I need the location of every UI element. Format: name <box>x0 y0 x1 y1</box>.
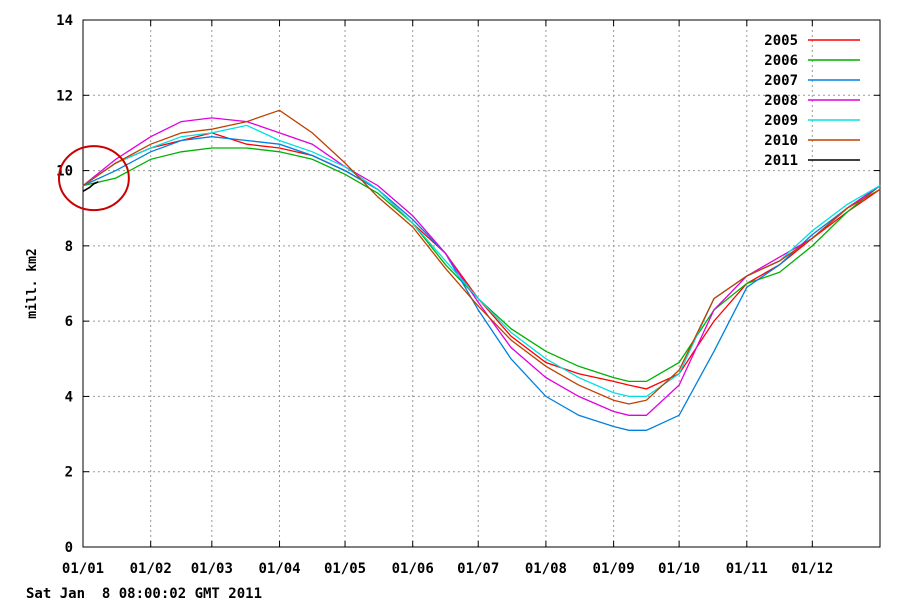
series-line-2006 <box>82 147 881 383</box>
legend-label: 2008 <box>764 93 798 109</box>
x-tick-label: 01/02 <box>130 561 172 577</box>
legend-label: 2005 <box>764 33 798 49</box>
legend-label: 2007 <box>764 73 798 89</box>
annotation-circle <box>57 145 130 212</box>
x-tick-label: 01/04 <box>258 561 300 577</box>
y-tick-label: 12 <box>56 88 73 104</box>
x-tick-label: 01/01 <box>62 561 104 577</box>
x-tick-label: 01/06 <box>392 561 434 577</box>
legend-label: 2011 <box>764 153 798 169</box>
y-tick-label: 6 <box>65 314 73 330</box>
x-tick-label: 01/11 <box>726 561 768 577</box>
y-tick-label: 4 <box>65 389 73 405</box>
series-line-2010 <box>82 109 881 405</box>
timestamp: Sat Jan 8 08:00:02 GMT 2011 <box>26 586 263 602</box>
x-tick-label: 01/05 <box>324 561 366 577</box>
x-axis-ticks: 01/01 01/02 01/03 01/04 01/05 01/06 01/07 01/08… <box>62 20 833 577</box>
grid <box>83 20 880 547</box>
x-tick-label: 01/12 <box>791 561 833 577</box>
y-tick-label: 8 <box>65 239 73 255</box>
series-line-2005 <box>82 132 881 390</box>
x-tick-label: 01/03 <box>191 561 233 577</box>
series-line-2011 <box>82 181 99 192</box>
series-line-2007 <box>82 136 881 431</box>
series-line-2009 <box>82 124 881 398</box>
y-axis-label: mill. km2 <box>25 248 40 318</box>
legend-label: 2010 <box>764 133 798 149</box>
x-tick-label: 01/08 <box>525 561 567 577</box>
x-tick-label: 01/09 <box>593 561 635 577</box>
x-tick-label: 01/07 <box>457 561 499 577</box>
series-lines <box>82 109 881 431</box>
y-tick-label: 0 <box>65 540 73 556</box>
y-tick-label: 14 <box>56 13 73 29</box>
legend-label: 2006 <box>764 53 798 69</box>
x-tick-label: 01/10 <box>658 561 700 577</box>
y-tick-label: 2 <box>65 465 73 481</box>
plot-frame <box>82 19 881 548</box>
legend: 2005 2006 2007 2008 2009 2010 2011 <box>764 33 860 169</box>
series-line-2008 <box>82 117 881 416</box>
legend-label: 2009 <box>764 113 798 129</box>
